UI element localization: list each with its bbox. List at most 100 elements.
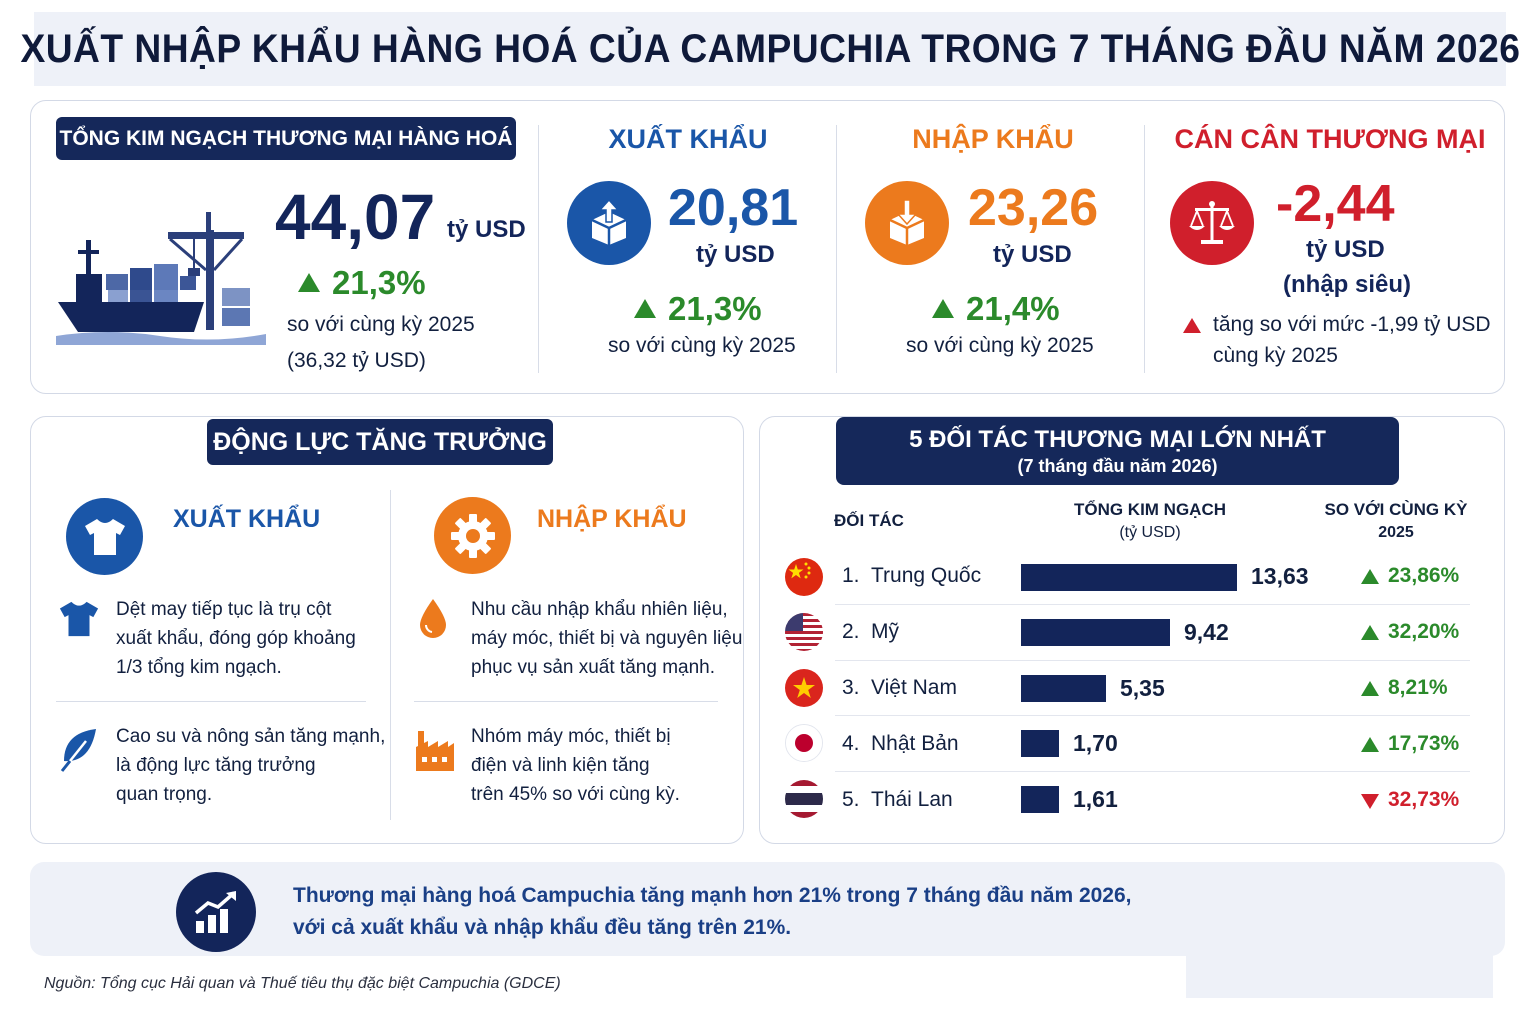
- total-compare: so với cùng kỳ 2025: [287, 313, 475, 336]
- partner-change: 32,73%: [1388, 788, 1460, 811]
- export-growth: 21,3%: [668, 290, 762, 327]
- export-value: 20,81: [668, 179, 799, 237]
- total-value: 44,07: [275, 181, 436, 253]
- divider: [538, 125, 539, 373]
- balance-value: -2,44: [1276, 175, 1395, 233]
- fuel-drop-icon: [418, 597, 448, 644]
- export-growth-row: 21,3%: [634, 292, 762, 325]
- partner-value: 13,63: [1251, 563, 1309, 589]
- export-driver-text-2: Cao su và nông sản tăng mạnh, là động lự…: [116, 726, 386, 805]
- row-divider: [835, 660, 1470, 661]
- tshirt-icon: [58, 599, 100, 644]
- up-arrow-icon: [1361, 737, 1379, 752]
- col-change-header: SO VỚI CÙNG KỲ 2025: [1324, 500, 1468, 541]
- divider: [836, 125, 837, 373]
- row-divider: [835, 771, 1470, 772]
- partner-bar: [1021, 730, 1059, 757]
- page-title: XUẤT NHẬP KHẨU HÀNG HOÁ CỦA CAMPUCHIA TR…: [20, 26, 1520, 71]
- thailand-flag-icon: [785, 780, 823, 818]
- divider: [390, 490, 391, 820]
- partner-rank: 3.: [842, 676, 860, 699]
- partner-change: 8,21%: [1388, 676, 1448, 699]
- import-growth-row: 21,4%: [932, 292, 1060, 325]
- drivers-title: ĐỘNG LỰC TĂNG TRƯỞNG: [207, 419, 553, 465]
- partners-title: 5 ĐỐI TÁC THƯƠNG MẠI LỚN NHẤT: [909, 425, 1326, 453]
- factory-icon: [414, 727, 456, 776]
- import-label: NHẬP KHẨU: [912, 124, 1074, 154]
- partner-rank: 4.: [842, 732, 860, 755]
- box-import-icon: [865, 181, 949, 265]
- partner-name: Việt Nam: [871, 676, 957, 699]
- total-unit: tỷ USD: [447, 216, 526, 243]
- col-partner-header: ĐỐI TÁC: [834, 511, 904, 530]
- up-arrow-icon: [1361, 569, 1379, 584]
- col-total-header: TỔNG KIM NGẠCH (tỷ USD): [1073, 500, 1227, 541]
- divider: [1144, 125, 1145, 373]
- import-compare: so với cùng kỳ 2025: [906, 334, 1094, 357]
- row-divider: [835, 604, 1470, 605]
- partner-change: 23,86%: [1388, 564, 1460, 587]
- partner-change: 32,20%: [1388, 620, 1460, 643]
- total-growth-row: 21,3%: [298, 266, 426, 299]
- export-unit: tỷ USD: [696, 241, 775, 268]
- partner-bar: [1021, 675, 1106, 702]
- divider: [56, 701, 366, 702]
- total-growth: 21,3%: [332, 264, 426, 301]
- title-bar: XUẤT NHẬP KHẨU HÀNG HOÁ CỦA CAMPUCHIA TR…: [20, 12, 1520, 86]
- up-arrow-icon: [1361, 681, 1379, 696]
- partner-rank: 5.: [842, 788, 860, 811]
- partner-rank: 2.: [842, 620, 860, 643]
- export-drivers-label: XUẤT KHẨU: [173, 505, 321, 533]
- drivers-panel: [30, 416, 744, 844]
- balance-change-line2: cùng kỳ 2025: [1213, 344, 1338, 367]
- partner-rank: 1.: [842, 564, 860, 587]
- up-arrow-icon: [634, 299, 656, 318]
- export-driver-text-1: Dệt may tiếp tục là trụ cột xuất khẩu, đ…: [116, 599, 356, 678]
- balance-unit: tỷ USD: [1306, 236, 1385, 263]
- total-label: TỔNG KIM NGẠCH THƯƠNG MẠI HÀNG HOÁ: [56, 117, 516, 160]
- export-compare: so với cùng kỳ 2025: [608, 334, 796, 357]
- partner-change: 17,73%: [1388, 732, 1460, 755]
- partners-title-box: 5 ĐỐI TÁC THƯƠNG MẠI LỚN NHẤT (7 tháng đ…: [836, 417, 1399, 485]
- source-note: Nguồn: Tổng cục Hải quan và Thuế tiêu th…: [44, 975, 561, 992]
- conclusion-text: Thương mại hàng hoá Campuchia tăng mạnh …: [293, 884, 1132, 939]
- import-value: 23,26: [968, 179, 1099, 237]
- up-arrow-icon: [298, 273, 320, 292]
- balance-label: CÁN CÂN THƯƠNG MẠI: [1174, 124, 1486, 154]
- growth-chart-icon: [176, 872, 256, 952]
- partner-name: Thái Lan: [871, 788, 953, 811]
- partner-bar: [1021, 619, 1170, 646]
- balance-change-line1: tăng so với mức -1,99 tỷ USD: [1213, 313, 1491, 336]
- cargo-ship-icon: [56, 210, 266, 345]
- up-arrow-icon: [1183, 318, 1201, 333]
- conclusion-box: [30, 862, 1505, 956]
- import-driver-text-1: Nhu cầu nhập khẩu nhiên liệu, máy móc, t…: [471, 599, 743, 678]
- import-driver-text-2: Nhóm máy móc, thiết bị điện và linh kiện…: [471, 726, 680, 805]
- partner-value: 1,70: [1073, 730, 1118, 756]
- partners-subtitle: (7 tháng đầu năm 2026): [1017, 455, 1218, 476]
- import-drivers-label: NHẬP KHẨU: [537, 505, 687, 533]
- balance-note: (nhập siêu): [1283, 271, 1412, 298]
- total-prior: (36,32 tỷ USD): [287, 349, 426, 372]
- china-flag-icon: [785, 558, 823, 596]
- partner-value: 1,61: [1073, 786, 1118, 812]
- up-arrow-icon: [1361, 625, 1379, 640]
- row-divider: [835, 715, 1470, 716]
- partner-table: 1. Trung Quốc 13,63 23,86% 2. Mỹ 9,42 32…: [780, 550, 1480, 830]
- down-arrow-icon: [1361, 794, 1379, 809]
- partner-bar: [1021, 786, 1059, 813]
- import-unit: tỷ USD: [993, 241, 1072, 268]
- vietnam-flag-icon: [785, 669, 823, 707]
- import-growth: 21,4%: [966, 290, 1060, 327]
- box-export-icon: [567, 181, 651, 265]
- divider: [414, 701, 718, 702]
- partner-name: Nhật Bản: [871, 732, 959, 755]
- partner-value: 5,35: [1120, 675, 1165, 701]
- tshirt-icon: [66, 498, 143, 575]
- partner-name: Trung Quốc: [871, 564, 982, 587]
- leaf-icon: [60, 727, 100, 778]
- gear-icon: [434, 497, 511, 574]
- export-label: XUẤT KHẨU: [608, 124, 768, 154]
- partner-value: 9,42: [1184, 619, 1229, 645]
- footer-box: [1186, 955, 1493, 998]
